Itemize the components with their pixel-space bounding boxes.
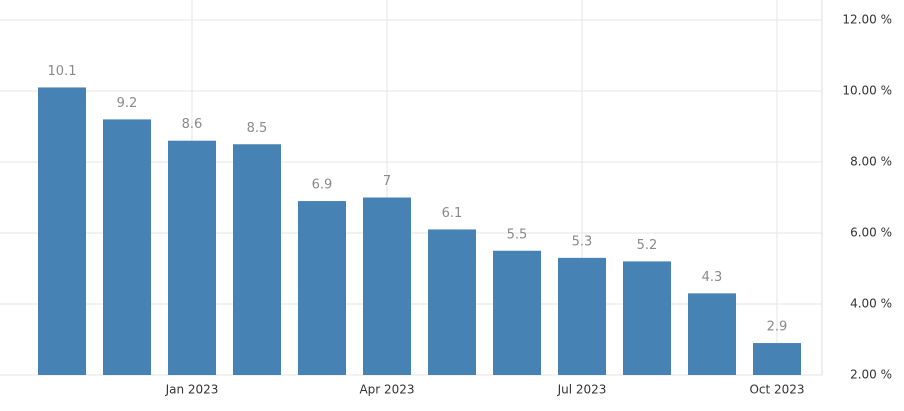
- bar: [428, 229, 476, 375]
- value-label: 4.3: [702, 270, 723, 285]
- bar: [233, 144, 281, 375]
- y-tick-label: 12.00 %: [842, 13, 892, 27]
- value-label: 6.9: [312, 178, 333, 193]
- value-label: 5.2: [637, 238, 658, 253]
- x-tick-label: Oct 2023: [749, 383, 804, 397]
- value-label: 10.1: [48, 64, 77, 79]
- y-tick-label: 8.00 %: [850, 155, 892, 169]
- bar: [753, 343, 801, 375]
- value-label: 7: [383, 174, 391, 189]
- bar: [298, 201, 346, 375]
- y-tick-label: 6.00 %: [850, 226, 892, 240]
- value-label: 5.3: [572, 234, 593, 249]
- value-label: 9.2: [117, 96, 138, 111]
- x-tick-label: Jan 2023: [165, 383, 219, 397]
- bar: [558, 257, 606, 375]
- y-tick-label: 10.00 %: [842, 84, 892, 98]
- bar: [103, 119, 151, 376]
- y-tick-label: 2.00 %: [850, 368, 892, 382]
- value-label: 5.5: [507, 227, 528, 242]
- bar: [688, 293, 736, 375]
- bar: [38, 87, 86, 375]
- x-tick-label: Jul 2023: [557, 383, 607, 397]
- y-tick-label: 4.00 %: [850, 297, 892, 311]
- bar: [623, 261, 671, 375]
- bar: [493, 250, 541, 375]
- bar: [168, 140, 216, 375]
- value-label: 8.5: [247, 121, 268, 136]
- value-label: 2.9: [767, 320, 788, 335]
- value-label: 6.1: [442, 206, 463, 221]
- x-tick-label: Apr 2023: [359, 383, 414, 397]
- bar: [363, 197, 411, 375]
- value-label: 8.6: [182, 117, 203, 132]
